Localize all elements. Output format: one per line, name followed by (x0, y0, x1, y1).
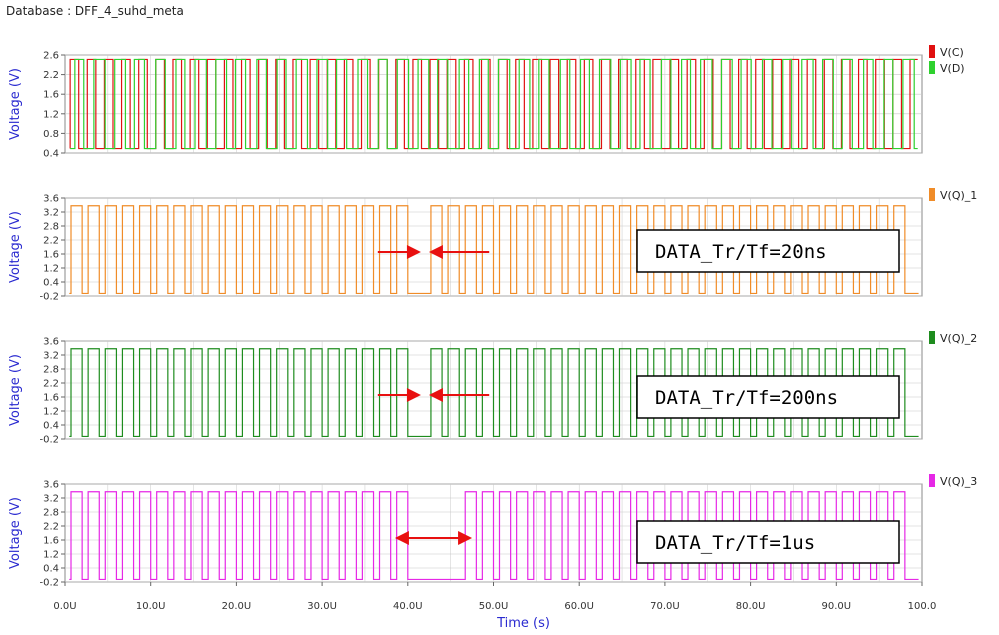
y-axis-label: Voltage (V) (8, 354, 23, 426)
x-tick-label: 100.0 (908, 601, 937, 612)
x-tick-label: 60.0U (564, 601, 594, 612)
x-tick-label: 70.0U (650, 601, 680, 612)
y-tick-label: -0.2 (39, 435, 59, 446)
arrow-head (458, 531, 473, 545)
y-tick-label: 2.6 (43, 51, 59, 62)
y-tick-label: 1.2 (43, 550, 59, 561)
x-axis-label: Time (s) (496, 616, 550, 631)
y-tick-label: 0.4 (43, 564, 59, 575)
annotation-box (636, 375, 900, 419)
y-tick-label: 3.6 (43, 337, 59, 348)
panel-4: 3.6 3.2 2.8 2.2 1.6 1.2 0.4 -0.2 Voltage (V) V(Q)… (8, 474, 977, 631)
series-vq_2-line (69, 348, 919, 438)
y-tick-label: 3.6 (43, 194, 59, 205)
x-tick-label: 40.0U (393, 601, 423, 612)
legend-label: V(D) (940, 62, 965, 75)
y-tick-label: 2.8 (43, 508, 59, 519)
y-tick-label: 1.6 (43, 90, 59, 101)
annotation-text: DATA_Tr/Tf=200ns (655, 387, 838, 409)
panel-2: 3.6 3.2 2.8 2.2 1.6 1.2 0.4 -0.2 Voltage (V) V(Q)… (8, 188, 977, 303)
series-vq_3-line (69, 491, 919, 581)
annotation-box (636, 229, 900, 273)
x-tick-label: 0.0U (53, 601, 76, 612)
annotation-text: DATA_Tr/Tf=1us (655, 532, 815, 554)
y-tick-label: 1.6 (43, 393, 59, 404)
annotation-text: DATA_Tr/Tf=20ns (655, 241, 827, 263)
y-tick-label: 2.2 (43, 236, 59, 247)
panel-3: 3.6 3.2 2.8 2.2 1.6 1.2 0.4 -0.2 Voltage (V) V(Q)… (8, 331, 977, 446)
y-tick-label: 1.6 (43, 250, 59, 261)
legend-label: V(Q)_3 (940, 475, 977, 488)
y-tick-label: -0.2 (39, 292, 59, 303)
x-tick-label: 20.0U (222, 601, 252, 612)
series-vd-line (70, 58, 918, 150)
y-tick-label: 3.6 (43, 480, 59, 491)
y-tick-label: 2.8 (43, 365, 59, 376)
y-axis-label: Voltage (V) (8, 497, 23, 569)
y-tick-label: 0.4 (43, 278, 59, 289)
y-tick-label: 2.2 (43, 522, 59, 533)
legend-swatch (929, 474, 935, 487)
legend-swatch (929, 331, 935, 344)
panel-1: 2.6 2.2 1.6 1.2 0.8 0.4 Voltage (V) V(C) V(D) (8, 45, 965, 160)
x-tick-label: 80.0U (736, 601, 766, 612)
y-tick-label: 3.2 (43, 494, 59, 505)
y-tick-label: 2.8 (43, 222, 59, 233)
legend-label: V(Q)_2 (940, 332, 977, 345)
y-axis-label: Voltage (V) (8, 211, 23, 283)
annotation-box (636, 520, 900, 564)
y-tick-label: 1.2 (43, 109, 59, 120)
y-tick-label: 0.8 (43, 129, 59, 140)
y-tick-label: 1.2 (43, 264, 59, 275)
y-tick-label: -0.2 (39, 578, 59, 589)
arrow-head (428, 388, 443, 402)
y-tick-label: 0.4 (43, 421, 59, 432)
y-tick-label: 1.2 (43, 407, 59, 418)
legend-swatch (929, 188, 935, 201)
x-tick-label: 10.0U (136, 601, 166, 612)
x-tick-label: 50.0U (479, 601, 509, 612)
series-vq_1-line (69, 205, 919, 295)
legend-swatch (929, 45, 935, 58)
legend-swatch (929, 61, 935, 74)
y-tick-label: 3.2 (43, 351, 59, 362)
database-label: Database : DFF_4_suhd_meta (6, 4, 184, 18)
y-tick-label: 1.6 (43, 536, 59, 547)
x-tick-label: 90.0U (822, 601, 852, 612)
y-axis-label: Voltage (V) (8, 68, 23, 140)
arrow-head (394, 531, 409, 545)
arrow-head (428, 245, 443, 259)
y-tick-label: 2.2 (43, 379, 59, 390)
y-tick-label: 3.2 (43, 208, 59, 219)
y-tick-label: 2.2 (43, 70, 59, 81)
x-tick-label: 30.0U (307, 601, 337, 612)
arrow-head (406, 245, 421, 259)
legend-label: V(Q)_1 (940, 189, 977, 202)
y-tick-label: 0.4 (43, 149, 59, 160)
arrow-head (406, 388, 421, 402)
legend-label: V(C) (940, 46, 964, 59)
